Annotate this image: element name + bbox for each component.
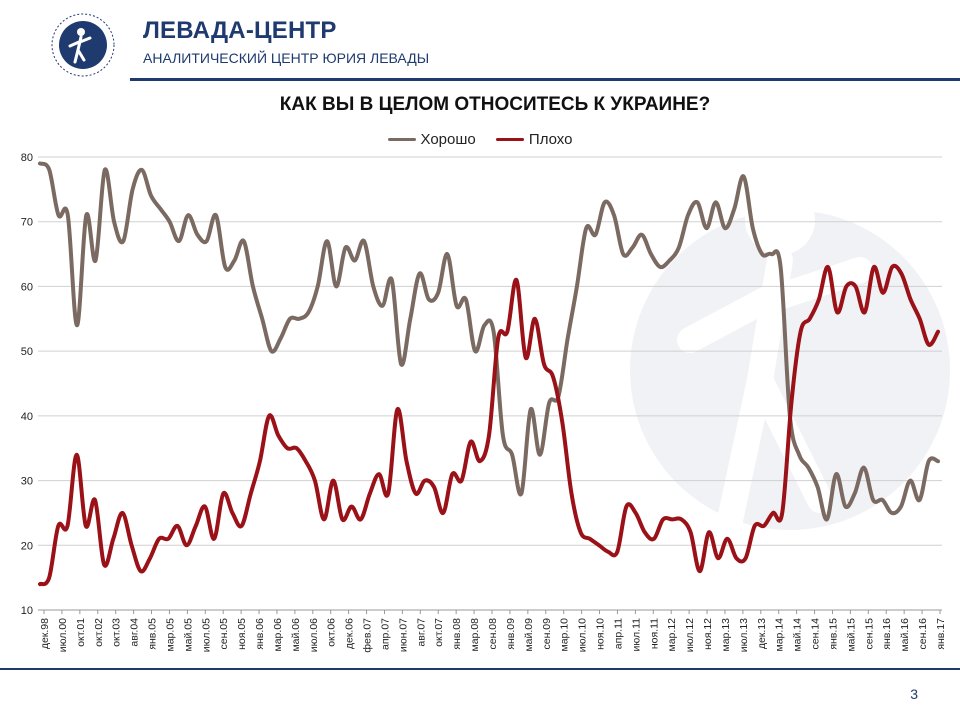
x-tick-label: окт.06 <box>326 618 338 647</box>
x-tick-label: сен.14 <box>810 618 822 650</box>
x-tick-label: фев.07 <box>362 618 374 653</box>
x-tick-label: сен.09 <box>541 618 553 650</box>
legend-swatch-good <box>387 138 416 141</box>
header: ЛЕВАДА-ЦЕНТР АНАЛИТИЧЕСКИЙ ЦЕНТР ЮРИЯ ЛЕ… <box>0 0 960 81</box>
chart-legend: Хорошо Плохо <box>0 128 960 148</box>
x-tick-label: окт.01 <box>75 618 87 647</box>
x-tick-label: авг.04 <box>129 618 141 647</box>
legend-label-bad: Плохо <box>528 131 573 148</box>
x-tick-label: окт.02 <box>93 618 105 647</box>
x-tick-label: ноя.10 <box>595 618 607 650</box>
x-tick-label: янв.16 <box>881 618 893 650</box>
x-tick-label: май.05 <box>182 618 194 652</box>
x-tick-label: сен.15 <box>863 618 875 650</box>
x-tick-label: ноя.12 <box>702 618 714 650</box>
x-tick-label: июл.00 <box>57 618 69 652</box>
x-tick-label: июн.07 <box>397 618 409 652</box>
y-tick-label: 50 <box>21 346 33 358</box>
x-tick-label: май.15 <box>845 618 857 652</box>
x-tick-label: апр.11 <box>612 618 624 649</box>
x-tick-label: мар.10 <box>559 618 571 652</box>
x-tick-label: мар.13 <box>720 618 732 652</box>
y-tick-label: 60 <box>21 281 33 293</box>
x-tick-label: янв.06 <box>254 618 266 650</box>
page-number: 3 <box>910 686 918 702</box>
x-tick-label: май.16 <box>899 618 911 652</box>
x-tick-label: май.09 <box>523 618 535 652</box>
legend-item-bad: Плохо <box>495 131 573 148</box>
x-tick-label: июл.13 <box>738 618 750 652</box>
x-tick-label: июл.11 <box>630 618 642 652</box>
series-line-good <box>38 161 940 522</box>
levada-logo <box>51 13 115 77</box>
legend-item-good: Хорошо <box>387 131 476 148</box>
footer-divider <box>0 668 960 670</box>
y-tick-label: 10 <box>21 605 33 617</box>
x-tick-label: май.14 <box>792 618 804 652</box>
x-tick-label: апр.07 <box>379 618 391 650</box>
x-tick-label: окт.03 <box>111 618 123 647</box>
x-tick-label: дек.06 <box>344 618 356 649</box>
x-tick-label: июл.06 <box>308 618 320 652</box>
x-tick-label: янв.15 <box>827 618 839 650</box>
y-tick-label: 80 <box>21 152 33 164</box>
x-tick-label: мар.08 <box>469 618 481 652</box>
x-tick-label: ноя.05 <box>236 618 248 650</box>
x-tick-label: янв.09 <box>505 618 517 650</box>
x-tick-label: дек.13 <box>756 618 768 649</box>
y-tick-label: 20 <box>21 540 33 552</box>
x-tick-label: июл.05 <box>200 618 212 652</box>
x-tick-label: янв.05 <box>147 618 159 650</box>
x-tick-label: мар.14 <box>774 618 786 652</box>
x-tick-label: июл.12 <box>684 618 696 652</box>
x-tick-label: сен.16 <box>917 618 929 650</box>
org-subtitle: АНАЛИТИЧЕСКИЙ ЦЕНТР ЮРИЯ ЛЕВАДЫ <box>143 50 430 66</box>
y-tick-label: 70 <box>21 217 33 229</box>
x-tick-label: авг.07 <box>415 618 427 647</box>
line-chart: 10 20 30 40 50 60 70 80 дек.98 июл.00 окт.01 окт.02… <box>21 152 947 653</box>
x-tick-label: июл.10 <box>577 618 589 652</box>
y-tick-label: 40 <box>21 411 33 423</box>
x-tick-label: окт.07 <box>433 618 445 647</box>
x-tick-label: янв.17 <box>935 618 947 650</box>
series-line-bad <box>38 263 940 587</box>
chart-title: КАК ВЫ В ЦЕЛОМ ОТНОСИТЕСЬ К УКРАИНЕ? <box>279 94 711 115</box>
x-tick-label: сен.08 <box>487 618 499 650</box>
x-tick-label: сен.05 <box>218 618 230 650</box>
x-tick-label: мар.06 <box>272 618 284 652</box>
header-divider <box>130 78 960 81</box>
y-tick-label: 30 <box>21 476 33 488</box>
x-tick-label: ноя.11 <box>648 618 660 649</box>
x-tick-label: дек.98 <box>39 618 51 649</box>
legend-swatch-bad <box>495 138 524 141</box>
org-title: ЛЕВАДА-ЦЕНТР <box>143 17 337 44</box>
x-tick-label: мар.12 <box>666 618 678 652</box>
x-tick-label: май.06 <box>290 618 302 652</box>
x-tick-label: янв.08 <box>451 618 463 650</box>
legend-label-good: Хорошо <box>420 131 476 148</box>
x-tick-label: мар.05 <box>164 618 176 652</box>
